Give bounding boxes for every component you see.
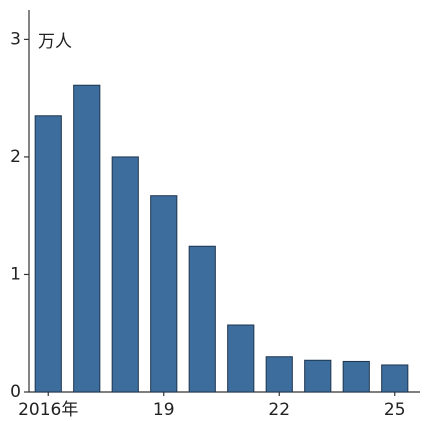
y-tick-label: 1: [10, 264, 21, 284]
y-tick-label: 0: [10, 382, 21, 402]
bar: [227, 324, 255, 393]
bar: [73, 84, 101, 393]
bar: [304, 359, 332, 393]
bar: [265, 356, 293, 393]
y-tick-label: 3: [10, 29, 21, 49]
x-tick-label: 25: [384, 400, 406, 420]
bar: [111, 156, 139, 393]
y-tick-label: 2: [10, 147, 21, 167]
bar: [150, 195, 178, 393]
x-tick-label: 2016年: [18, 400, 78, 420]
x-tick-label: 22: [268, 400, 290, 420]
bar: [188, 245, 216, 393]
bar: [381, 364, 409, 393]
unit-label: 万人: [38, 32, 72, 52]
bar: [342, 360, 370, 393]
x-tick-label: 19: [153, 400, 175, 420]
bar: [34, 115, 62, 393]
